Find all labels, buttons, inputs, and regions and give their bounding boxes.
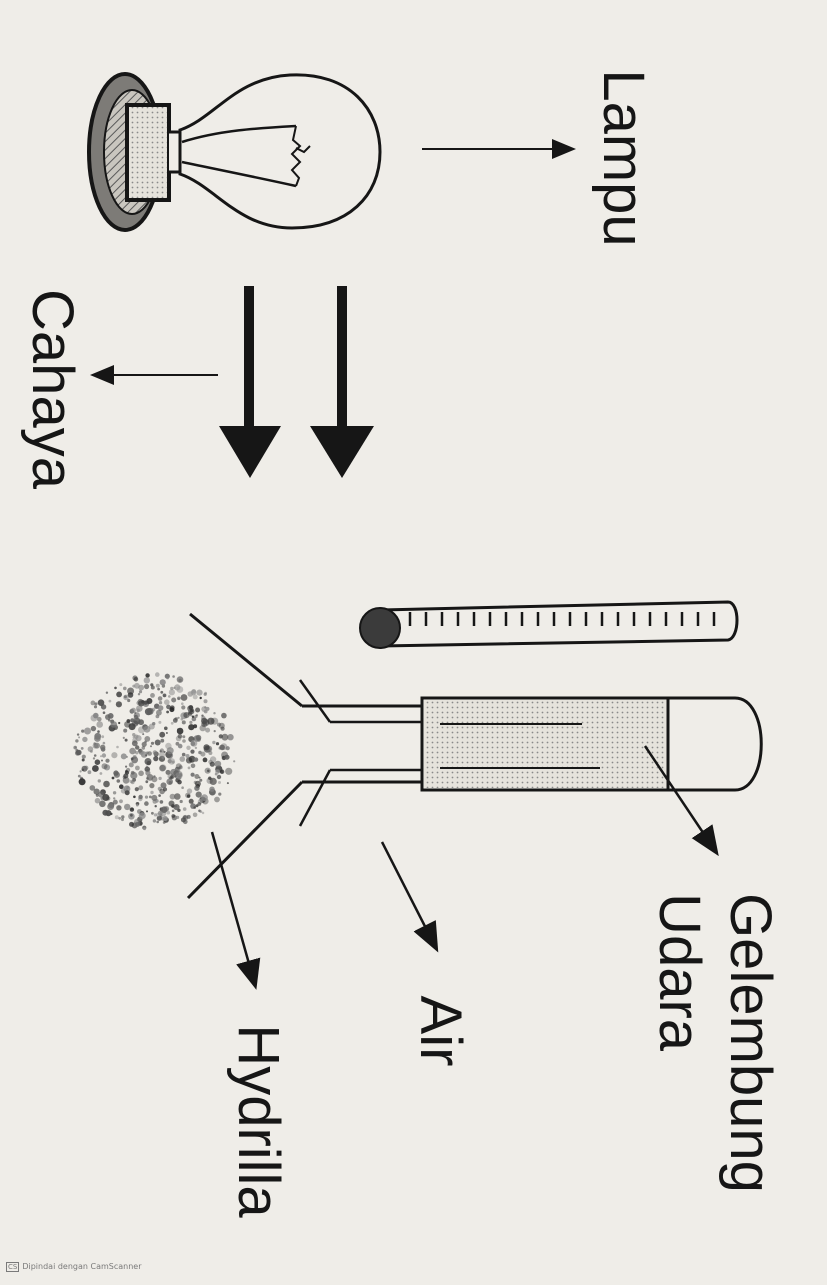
lamp-socket bbox=[125, 103, 171, 202]
label-gelembung-line1: Gelembung bbox=[717, 893, 783, 1193]
hydrilla-plant bbox=[73, 672, 236, 831]
label-gelembung-udara: Gelembung Udara bbox=[643, 893, 785, 1193]
lamp-glass bbox=[178, 73, 382, 230]
light-arrows bbox=[219, 286, 374, 478]
label-cahaya: Cahaya bbox=[20, 289, 85, 489]
thermometer bbox=[359, 600, 739, 649]
gelembung-pointer-arrow bbox=[643, 745, 719, 857]
funnel-and-test-tube bbox=[186, 612, 763, 900]
label-hydrilla: Hydrilla bbox=[226, 1024, 291, 1218]
lamp-bulb bbox=[87, 72, 382, 232]
watermark-text: Dipindai dengan CamScanner bbox=[22, 1262, 142, 1271]
label-air: Air bbox=[408, 995, 473, 1067]
scanner-watermark: CS Dipindai dengan CamScanner bbox=[6, 1262, 142, 1272]
air-pointer-arrow bbox=[380, 841, 439, 953]
label-lampu: Lampu bbox=[591, 69, 656, 247]
hydrilla-pointer-arrow bbox=[210, 831, 261, 990]
watermark-badge: CS bbox=[6, 1262, 20, 1272]
label-gelembung-line2: Udara bbox=[647, 893, 712, 1052]
